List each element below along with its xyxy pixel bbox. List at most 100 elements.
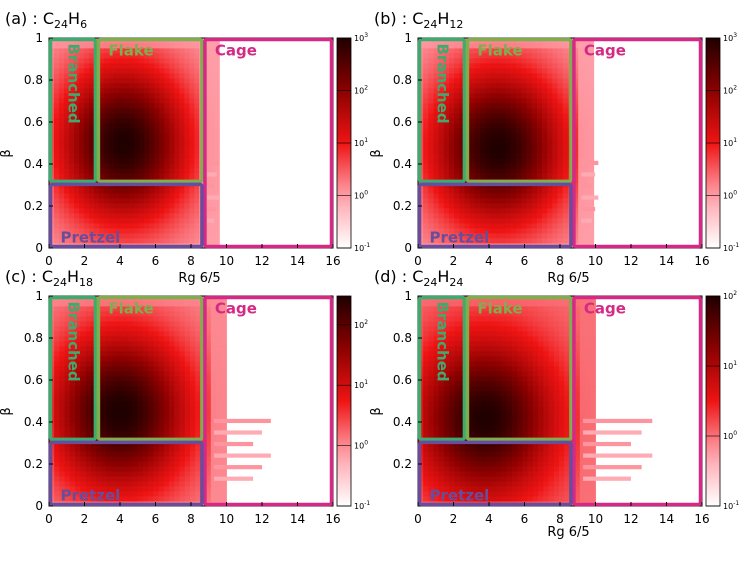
- heatmap-cell: [129, 128, 135, 134]
- heatmap-cell: [64, 228, 70, 234]
- heatmap-cell: [210, 406, 217, 412]
- heatmap-cell: [542, 193, 548, 199]
- heatmap-cell: [59, 208, 65, 214]
- heatmap-cell: [205, 326, 212, 332]
- heatmap-cell: [124, 123, 130, 129]
- heatmap-cell: [516, 173, 522, 179]
- heatmap-cell: [214, 63, 220, 69]
- heatmap-cell: [511, 228, 517, 234]
- heatmap-cell: [495, 148, 502, 154]
- heatmap-cell: [127, 421, 133, 427]
- heatmap-cell: [495, 133, 502, 139]
- heatmap-cell: [195, 406, 201, 412]
- heatmap-cell: [547, 198, 553, 204]
- heatmap-cell: [74, 53, 80, 59]
- heatmap-cell: [64, 128, 70, 134]
- heatmap-cell: [124, 168, 130, 174]
- heatmap-cell: [109, 153, 115, 159]
- heatmap-cell: [169, 311, 175, 317]
- heatmap-cell: [189, 361, 196, 367]
- heatmap-cell: [80, 331, 86, 337]
- heatmap-cell: [459, 461, 466, 467]
- heatmap-cell: [134, 163, 140, 169]
- heatmap-cell: [464, 193, 471, 199]
- heatmap-cell: [122, 336, 128, 342]
- heatmap-cell: [69, 491, 76, 497]
- heatmap-cell: [144, 213, 150, 219]
- heatmap-cell: [459, 228, 465, 234]
- heatmap-cell: [438, 208, 445, 214]
- heatmap-cell: [583, 63, 589, 69]
- heatmap-cell: [536, 63, 543, 69]
- heatmap-cell: [149, 53, 155, 59]
- heatmap-cell: [79, 233, 85, 239]
- heatmap-cell: [444, 416, 450, 422]
- heatmap-cell: [189, 341, 196, 347]
- heatmap-cell: [104, 228, 110, 234]
- heatmap-cells: [418, 38, 599, 249]
- heatmap-cell: [444, 391, 450, 397]
- heatmap-cell: [438, 416, 445, 422]
- heatmap-cell: [195, 321, 201, 327]
- heatmap-cell: [428, 466, 435, 472]
- heatmap-cell: [449, 223, 455, 229]
- y-tick-label: 0.6: [393, 115, 412, 129]
- heatmap-cell: [443, 148, 450, 154]
- heatmap-cell: [495, 188, 502, 194]
- heatmap-cell: [205, 346, 212, 352]
- heatmap-cell: [449, 331, 455, 337]
- heatmap-cell: [189, 98, 195, 104]
- heatmap-cell: [54, 321, 60, 327]
- heatmap-cell: [210, 331, 217, 337]
- heatmap-cell: [194, 93, 200, 99]
- heatmap-cell: [64, 138, 70, 144]
- heatmap-cell: [184, 361, 191, 367]
- heatmap-cell: [54, 361, 60, 367]
- heatmap-cell: [154, 78, 160, 84]
- heatmap-cell: [428, 68, 434, 74]
- heatmap-cell: [164, 93, 170, 99]
- heatmap-cell: [184, 401, 191, 407]
- heatmap-cell: [583, 93, 589, 99]
- heatmap-cell: [132, 321, 139, 327]
- heatmap-cell: [104, 188, 110, 194]
- heatmap-cell: [547, 193, 553, 199]
- heatmap-cell: [153, 331, 160, 337]
- heatmap-cell: [85, 431, 92, 437]
- heatmap-cell: [54, 426, 60, 432]
- heatmap-cell: [137, 381, 144, 387]
- heatmap-cell: [205, 406, 212, 412]
- heatmap-cell: [111, 351, 118, 357]
- heatmap-cell: [490, 93, 496, 99]
- heatmap-cell: [516, 98, 522, 104]
- heatmap-cell: [129, 123, 135, 129]
- heatmap-cell: [80, 356, 86, 362]
- heatmap-cell: [64, 491, 71, 497]
- heatmap-cell: [485, 138, 491, 144]
- heatmap-cell: [64, 198, 70, 204]
- heatmap-cell: [205, 336, 212, 342]
- heatmap-cell: [74, 43, 80, 49]
- heatmap-cell: [106, 411, 113, 417]
- heatmap-cell: [69, 446, 76, 452]
- heatmap-cell: [469, 113, 476, 119]
- heatmap-cell: [490, 203, 496, 209]
- heatmap-cell: [75, 446, 81, 452]
- title-subscript: 24: [53, 276, 67, 289]
- heatmap-cell: [449, 361, 455, 367]
- heatmap-cell: [578, 153, 584, 159]
- heatmap-cell: [526, 233, 533, 239]
- heatmap-cell: [428, 481, 435, 487]
- heatmap-cell: [526, 113, 533, 119]
- heatmap-cell: [433, 43, 440, 49]
- heatmap-cell: [210, 381, 217, 387]
- x-tick-label: 14: [290, 254, 305, 268]
- x-tick-label: 2: [450, 254, 458, 268]
- heatmap-cell: [209, 58, 215, 64]
- heatmap-cell: [449, 53, 455, 59]
- heatmap-cell: [179, 173, 185, 179]
- heatmap-cell: [149, 163, 155, 169]
- heatmap-cell: [449, 153, 455, 159]
- heatmap-cell: [536, 68, 543, 74]
- heatmap-cell: [495, 143, 502, 149]
